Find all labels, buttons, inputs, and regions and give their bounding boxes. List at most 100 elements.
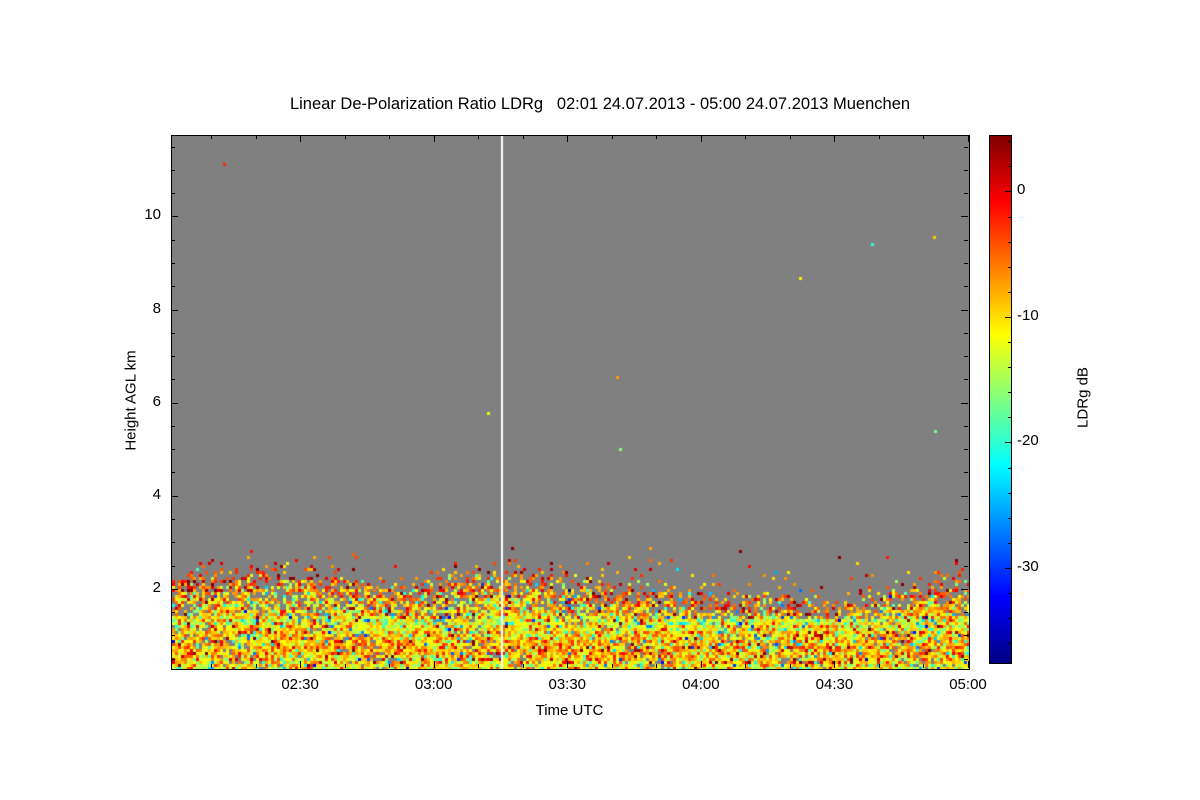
colorbar-tick-mark — [1005, 568, 1011, 569]
colorbar-tick-label: -20 — [1017, 432, 1039, 450]
tick-mark — [171, 379, 175, 380]
tick-mark — [701, 135, 702, 142]
tick-mark — [478, 135, 479, 139]
tick-mark — [171, 333, 175, 334]
tick-mark — [790, 135, 791, 139]
tick-mark — [434, 135, 435, 142]
chart-title: Linear De-Polarization Ratio LDRg 02:01 … — [289, 95, 911, 113]
tick-mark — [171, 170, 175, 171]
tick-mark — [961, 589, 968, 590]
tick-mark — [300, 135, 301, 142]
colorbar-tick-label: -10 — [1017, 306, 1039, 324]
tick-mark — [171, 310, 178, 311]
y-tick-label: 6 — [152, 392, 161, 410]
tick-mark — [171, 147, 175, 148]
tick-mark — [345, 664, 346, 668]
tick-mark — [879, 664, 880, 668]
colorbar-tick-mark — [1008, 493, 1011, 494]
colorbar-tick-mark — [1008, 417, 1011, 418]
tick-mark — [656, 135, 657, 139]
tick-mark — [171, 566, 175, 567]
y-axis-label: Height AGL km — [122, 349, 140, 451]
tick-mark — [964, 449, 968, 450]
x-tick-label: 02:30 — [281, 676, 319, 693]
tick-mark — [171, 426, 175, 427]
tick-mark — [964, 263, 968, 264]
colorbar-tick-mark — [1005, 191, 1011, 192]
tick-mark — [961, 216, 968, 217]
tick-mark — [256, 135, 257, 139]
y-tick-label: 2 — [152, 578, 161, 596]
colorbar-tick-mark — [1008, 468, 1011, 469]
x-tick-label: 04:00 — [682, 676, 720, 693]
colorbar-tick-mark — [1008, 141, 1011, 142]
tick-mark — [171, 356, 175, 357]
tick-mark — [478, 664, 479, 668]
colorbar-tick-label: -30 — [1017, 557, 1039, 575]
tick-mark — [612, 135, 613, 139]
tick-mark — [745, 135, 746, 139]
colorbar-gradient — [990, 136, 1011, 663]
colorbar-tick-mark — [1008, 618, 1011, 619]
colorbar-tick-mark — [1008, 217, 1011, 218]
tick-mark — [745, 664, 746, 668]
tick-mark — [171, 496, 178, 497]
tick-mark — [171, 286, 175, 287]
tick-mark — [961, 403, 968, 404]
x-tick-label: 03:30 — [548, 676, 587, 693]
ldr-heatmap — [172, 136, 969, 669]
plot-area — [171, 135, 970, 670]
tick-mark — [879, 135, 880, 139]
y-tick-label: 10 — [144, 206, 161, 224]
tick-mark — [964, 333, 968, 334]
tick-mark — [701, 661, 702, 668]
tick-mark — [656, 664, 657, 668]
x-tick-label: 03:00 — [414, 676, 453, 693]
tick-mark — [964, 659, 968, 660]
x-axis-label: Time UTC — [535, 702, 604, 719]
tick-mark — [171, 589, 178, 590]
colorbar-tick-mark — [1008, 643, 1011, 644]
tick-mark — [171, 472, 175, 473]
tick-mark — [171, 519, 175, 520]
y-tick-label: 4 — [152, 485, 161, 503]
tick-mark — [171, 403, 178, 404]
colorbar-tick-mark — [1008, 267, 1011, 268]
tick-mark — [964, 286, 968, 287]
tick-mark — [964, 193, 968, 194]
colorbar-tick-mark — [1008, 593, 1011, 594]
tick-mark — [171, 659, 175, 660]
y-tick-label: 8 — [152, 299, 161, 317]
colorbar-tick-mark — [1005, 442, 1011, 443]
colorbar-tick-mark — [1008, 518, 1011, 519]
colorbar-tick-mark — [1008, 367, 1011, 368]
tick-mark — [300, 661, 301, 668]
tick-mark — [964, 519, 968, 520]
tick-mark — [968, 661, 969, 668]
tick-mark — [171, 542, 175, 543]
tick-mark — [961, 310, 968, 311]
tick-mark — [171, 449, 175, 450]
colorbar-tick-mark — [1008, 392, 1011, 393]
tick-mark — [389, 135, 390, 139]
tick-mark — [964, 356, 968, 357]
tick-mark — [171, 216, 178, 217]
tick-mark — [567, 661, 568, 668]
tick-mark — [523, 664, 524, 668]
colorbar-tick-mark — [1008, 342, 1011, 343]
tick-mark — [834, 661, 835, 668]
tick-mark — [964, 170, 968, 171]
tick-mark — [923, 664, 924, 668]
tick-mark — [964, 612, 968, 613]
tick-mark — [964, 426, 968, 427]
colorbar — [989, 135, 1012, 664]
tick-mark — [968, 135, 969, 142]
colorbar-tick-mark — [1008, 292, 1011, 293]
tick-mark — [345, 135, 346, 139]
tick-mark — [964, 635, 968, 636]
colorbar-tick-label: 0 — [1017, 181, 1026, 199]
tick-mark — [171, 240, 175, 241]
tick-mark — [923, 135, 924, 139]
tick-mark — [964, 542, 968, 543]
